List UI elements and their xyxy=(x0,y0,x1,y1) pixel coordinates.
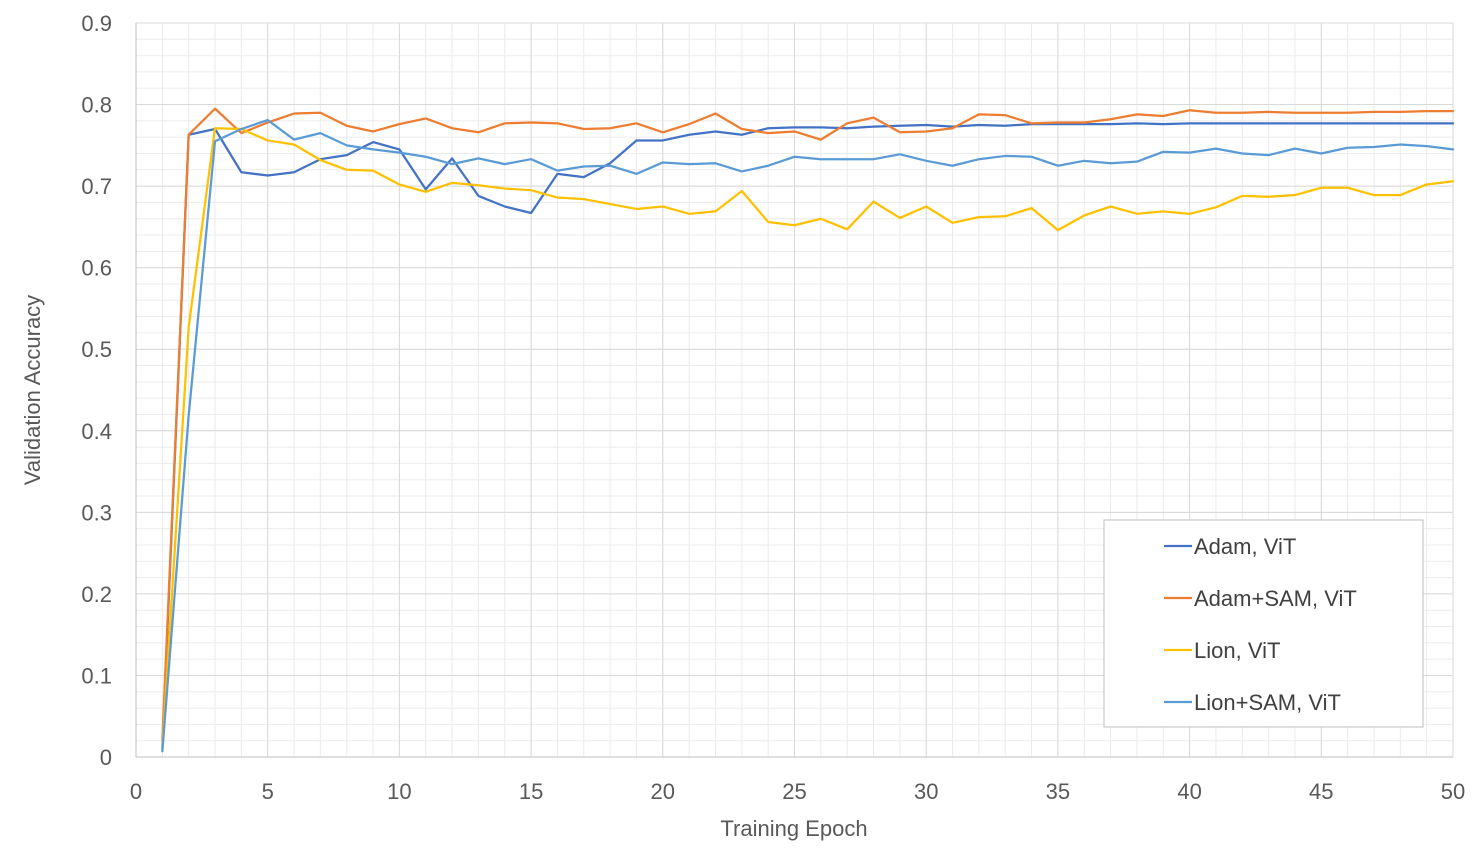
y-axis-title: Validation Accuracy xyxy=(20,295,45,485)
series-line-4 xyxy=(161,118,1455,753)
series-line-1 xyxy=(161,122,1455,750)
legend-items: Adam, ViT Adam+SAM, ViT Lion, ViT Lion+SAM,… xyxy=(1164,534,1357,715)
y-tick-label: 0.1 xyxy=(81,663,112,688)
y-tick-label: 0.8 xyxy=(81,93,112,118)
x-axis-title: Training Epoch xyxy=(720,816,867,841)
series-line-3 xyxy=(161,127,1455,750)
axes xyxy=(135,23,1453,758)
legend-label: Adam, ViT xyxy=(1194,534,1296,559)
y-tick-label: 0.4 xyxy=(81,419,112,444)
y-tick-labels: 0 0.1 0.2 0.3 0.4 0.5 0.6 0.7 0.8 0.9 xyxy=(81,11,112,770)
y-tick-label: 0.7 xyxy=(81,174,112,199)
legend: Adam, ViT Adam+SAM, ViT Lion, ViT Lion+SAM,… xyxy=(1103,519,1424,728)
y-tick-label: 0.6 xyxy=(81,256,112,281)
legend-label: Adam+SAM, ViT xyxy=(1194,586,1357,611)
x-tick-label: 35 xyxy=(1046,779,1070,804)
x-tick-label: 0 xyxy=(130,779,142,804)
series-lines xyxy=(161,107,1455,753)
x-tick-label: 20 xyxy=(651,779,675,804)
y-tick-label: 0.9 xyxy=(81,11,112,36)
x-tick-label: 25 xyxy=(782,779,806,804)
x-tick-label: 10 xyxy=(387,779,411,804)
y-tick-label: 0.5 xyxy=(81,337,112,362)
x-tick-label: 45 xyxy=(1309,779,1333,804)
y-tick-label: 0.2 xyxy=(81,582,112,607)
x-tick-label: 40 xyxy=(1177,779,1201,804)
x-tick-label: 30 xyxy=(914,779,938,804)
legend-label: Lion, ViT xyxy=(1194,638,1280,663)
x-tick-labels: 0 5 10 15 20 25 30 35 40 45 50 xyxy=(130,779,1465,804)
x-tick-label: 50 xyxy=(1441,779,1465,804)
x-tick-label: 5 xyxy=(262,779,274,804)
series-line-2 xyxy=(161,107,1455,742)
x-tick-label: 15 xyxy=(519,779,543,804)
y-tick-label: 0.3 xyxy=(81,500,112,525)
y-tick-label: 0 xyxy=(100,745,112,770)
legend-box xyxy=(1103,519,1424,728)
legend-label: Lion+SAM, ViT xyxy=(1194,690,1341,715)
